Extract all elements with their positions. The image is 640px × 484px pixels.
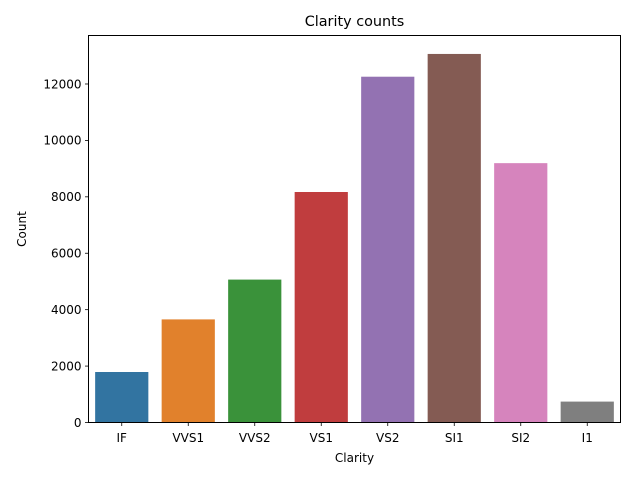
- bar-vvs1: [161, 319, 215, 423]
- x-tick-label: IF: [117, 431, 128, 445]
- bar-i1: [560, 401, 614, 423]
- bar-vs2: [361, 76, 415, 423]
- y-tick-label: 0: [74, 416, 82, 430]
- x-tick-label: SI2: [511, 431, 530, 445]
- x-tick-label: I1: [582, 431, 593, 445]
- y-tick-label: 4000: [51, 303, 82, 317]
- x-tick-label: VS2: [376, 431, 399, 445]
- x-axis: IF VVS1 VVS2 VS1 VS2 SI1 SI2 I1: [117, 422, 593, 445]
- bar-if: [95, 372, 149, 423]
- x-tick-label: VS1: [310, 431, 333, 445]
- y-tick-label: 2000: [51, 359, 82, 373]
- plot-frame: [88, 35, 621, 423]
- x-axis-title: Clarity: [335, 451, 374, 465]
- bar-vvs2: [228, 279, 282, 423]
- x-tick-label: VVS2: [239, 431, 271, 445]
- y-tick-label: 12000: [43, 77, 81, 91]
- bar-si2: [494, 163, 548, 423]
- y-tick-label: 10000: [43, 134, 81, 148]
- y-axis-title: Count: [15, 211, 29, 247]
- x-tick-label: VVS1: [172, 431, 204, 445]
- chart-title: Clarity counts: [305, 14, 405, 30]
- y-tick-label: 8000: [51, 190, 82, 204]
- y-tick-label: 6000: [51, 247, 82, 261]
- y-axis: 0 2000 4000 6000 8000 10000 12000: [43, 77, 89, 430]
- bar-vs1: [294, 192, 348, 423]
- bar-si1: [427, 53, 481, 423]
- x-tick-label: SI1: [445, 431, 464, 445]
- bars-layer: [95, 53, 614, 423]
